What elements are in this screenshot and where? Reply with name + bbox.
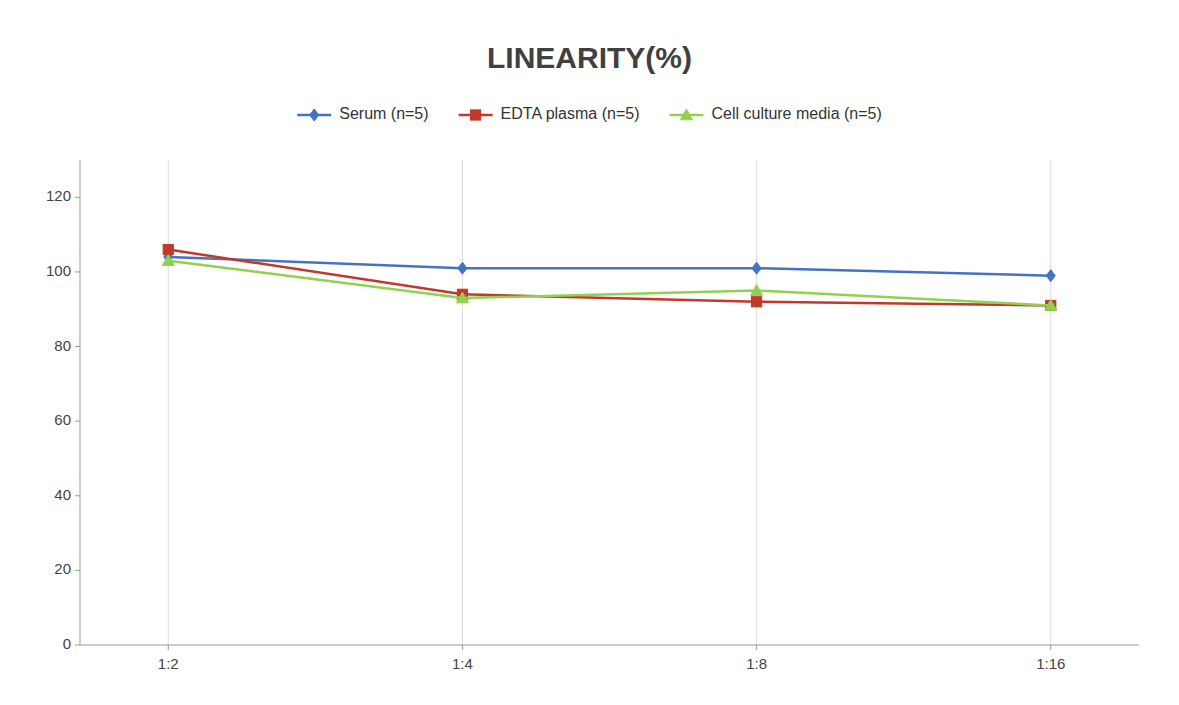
x-tick [168,645,169,650]
y-tick-label: 0 [63,635,71,652]
plot-data [162,244,1057,310]
y-tick [75,197,80,198]
y-tick-label: 100 [46,262,71,279]
x-tick [756,645,757,650]
legend: Serum (n=5) EDTA plasma (n=5) Cell culture… [297,105,882,122]
point-marker [751,297,761,307]
series-line [168,261,1051,306]
x-grid-line [462,160,463,645]
x-axis-line [80,645,1139,646]
legend-swatch-marker [471,110,481,120]
background [0,0,1179,705]
point-marker [458,262,467,274]
point-marker [751,285,763,296]
y-tick [75,271,80,272]
chart-title: LINEARITY(%) [487,41,692,74]
y-tick-label: 40 [54,486,71,503]
point-marker [1045,300,1057,311]
y-tick-label: 80 [54,337,71,354]
x-grid-line [756,160,757,645]
axes: 0 20 40 60 80 100 120 1:2 1:4 1:8 1:16 [46,160,1139,672]
legend-label: Cell culture media (n=5) [711,105,881,122]
legend-item: Serum (n=5) [297,105,428,122]
chart-container: LINEARITY(%) 0 20 40 60 80 100 120 1:2 1:4 1:8 1:16… [0,0,1179,705]
x-tick [1050,645,1051,650]
series-line [168,250,1051,306]
y-tick [75,570,80,571]
legend-label: EDTA plasma (n=5) [501,105,640,122]
point-marker [1046,300,1056,310]
legend-item: Cell culture media (n=5) [669,105,881,122]
y-tick [75,645,80,646]
x-tick-label: 1:8 [746,655,767,672]
point-marker [752,262,761,274]
y-tick [75,346,80,347]
legend-swatch-marker [680,109,692,120]
point-marker [1046,270,1055,282]
series-line [168,257,1051,276]
y-tick [75,421,80,422]
grid [168,160,1051,645]
legend-item: EDTA plasma (n=5) [459,105,640,122]
point-marker [163,244,173,254]
x-tick-label: 1:4 [452,655,473,672]
y-axis-line [80,160,81,645]
x-grid-line [1050,160,1051,645]
series [162,255,1057,311]
point-marker [162,255,174,266]
y-tick-label: 60 [54,411,71,428]
x-tick [462,645,463,650]
y-tick-label: 20 [54,560,71,577]
point-marker [456,292,468,303]
legend-swatch-marker [310,109,319,121]
y-tick [75,495,80,496]
x-tick-label: 1:16 [1036,655,1065,672]
legend-label: Serum (n=5) [339,105,428,122]
x-tick-label: 1:2 [158,655,179,672]
y-tick-label: 120 [46,187,71,204]
x-grid-line [168,160,169,645]
chart-svg: LINEARITY(%) 0 20 40 60 80 100 120 1:2 1:4 1:8 1:16… [0,0,1179,705]
series [163,244,1056,310]
